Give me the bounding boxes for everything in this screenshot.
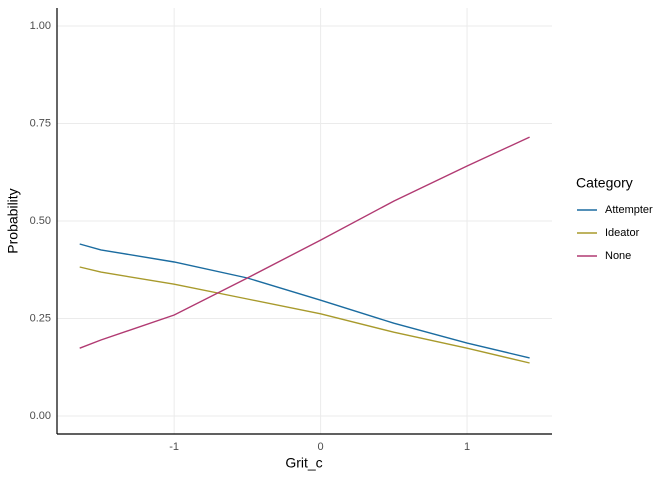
- y-tick-label: 0.25: [30, 312, 51, 324]
- data-line: [79, 266, 530, 364]
- x-axis-title: Grit_c: [285, 455, 322, 471]
- legend-title: Category: [576, 175, 633, 191]
- x-tick-label: 1: [464, 441, 470, 453]
- y-tick-label: 0.00: [30, 410, 51, 422]
- y-tick-label: 0.50: [30, 215, 51, 227]
- data-line: [79, 243, 530, 359]
- y-tick-label: 1.00: [30, 20, 51, 32]
- y-axis-title: Probability: [5, 188, 21, 253]
- data-line: [79, 136, 530, 349]
- legend-label: Attempter: [605, 204, 653, 216]
- y-tick-label: 0.75: [30, 117, 51, 129]
- x-tick-label: 0: [318, 441, 324, 453]
- legend-label: None: [605, 250, 631, 262]
- legend-label: Ideator: [605, 227, 640, 239]
- x-tick-label: -1: [169, 441, 179, 453]
